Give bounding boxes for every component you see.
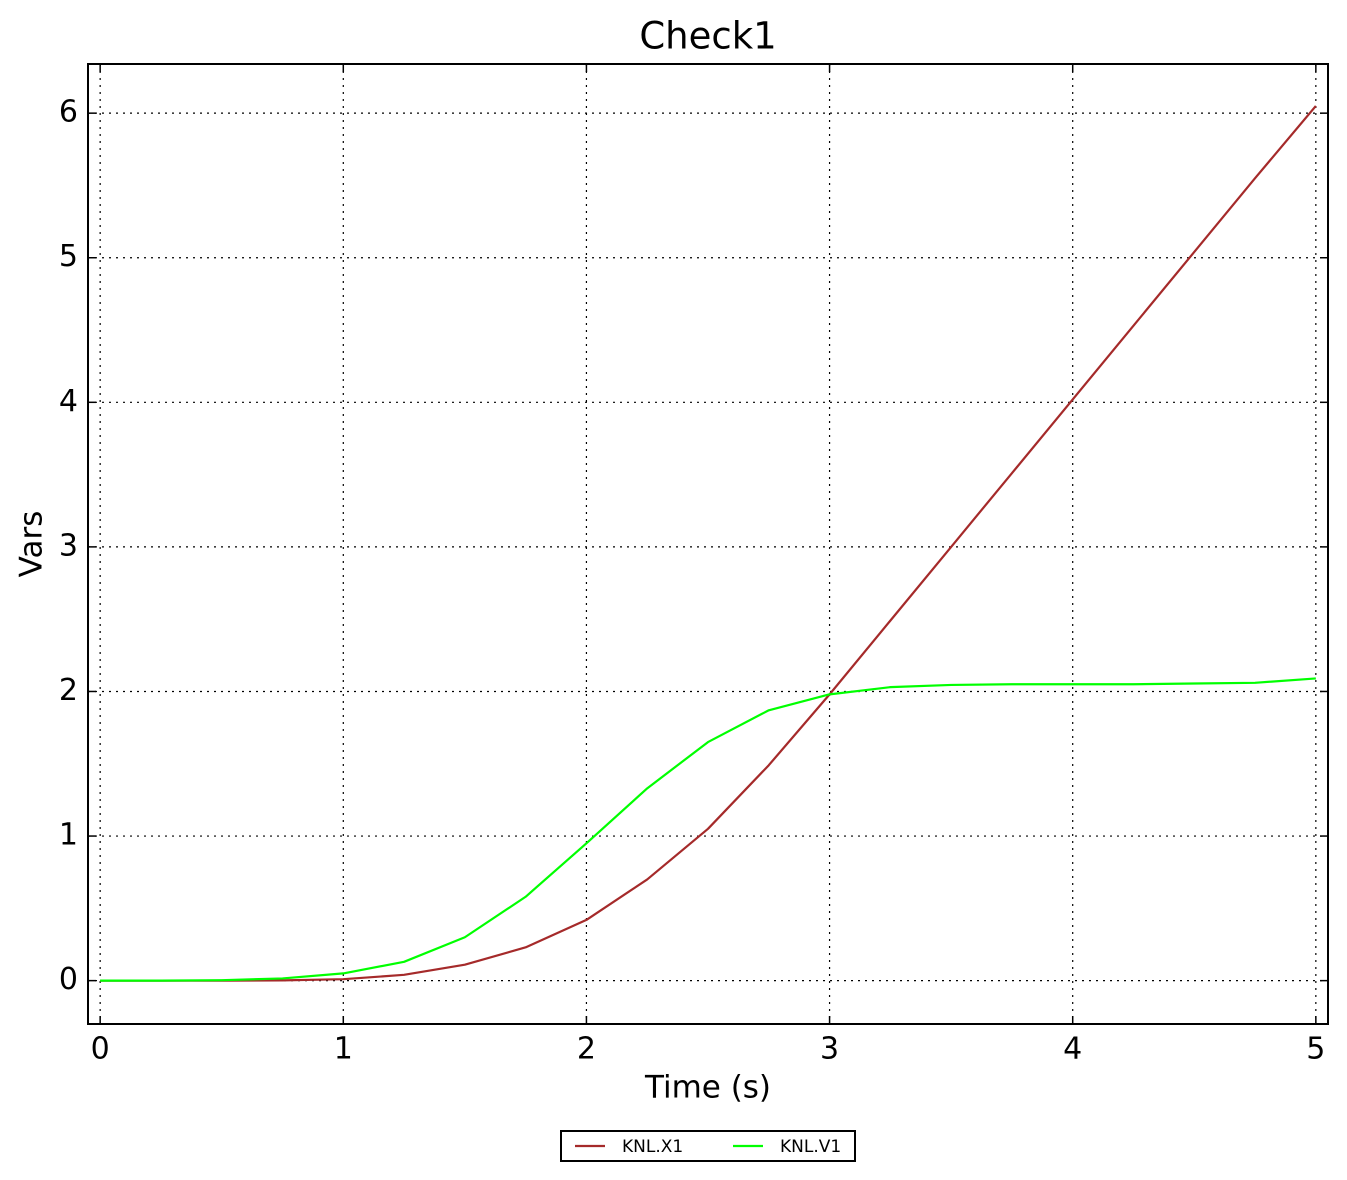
x-tick-label: 0 <box>91 1032 110 1067</box>
y-tick-label: 0 <box>59 962 78 997</box>
series-line <box>100 677 1316 982</box>
y-tick-label: 3 <box>59 528 78 563</box>
x-tick-label: 2 <box>577 1032 596 1067</box>
y-tick-label: 5 <box>59 239 78 274</box>
y-tick-label: 1 <box>59 818 78 853</box>
y-tick-label: 4 <box>59 384 78 419</box>
x-tick-label: 1 <box>334 1032 353 1067</box>
x-tick-label: 3 <box>820 1032 839 1067</box>
legend-label: KNL.X1 <box>622 1137 683 1157</box>
y-tick-label: 6 <box>59 95 78 130</box>
legend-box <box>560 1130 856 1162</box>
chart-title: Check1 <box>639 15 776 58</box>
series-line <box>100 105 1317 982</box>
y-axis-label: Vars <box>14 511 50 578</box>
legend-label: KNL.V1 <box>780 1137 841 1157</box>
plot-frame <box>87 63 1329 1025</box>
x-tick-label: 5 <box>1306 1032 1325 1067</box>
x-tick-label: 4 <box>1063 1032 1082 1067</box>
x-axis-label: Time (s) <box>644 1070 771 1106</box>
y-tick-label: 2 <box>59 673 78 708</box>
